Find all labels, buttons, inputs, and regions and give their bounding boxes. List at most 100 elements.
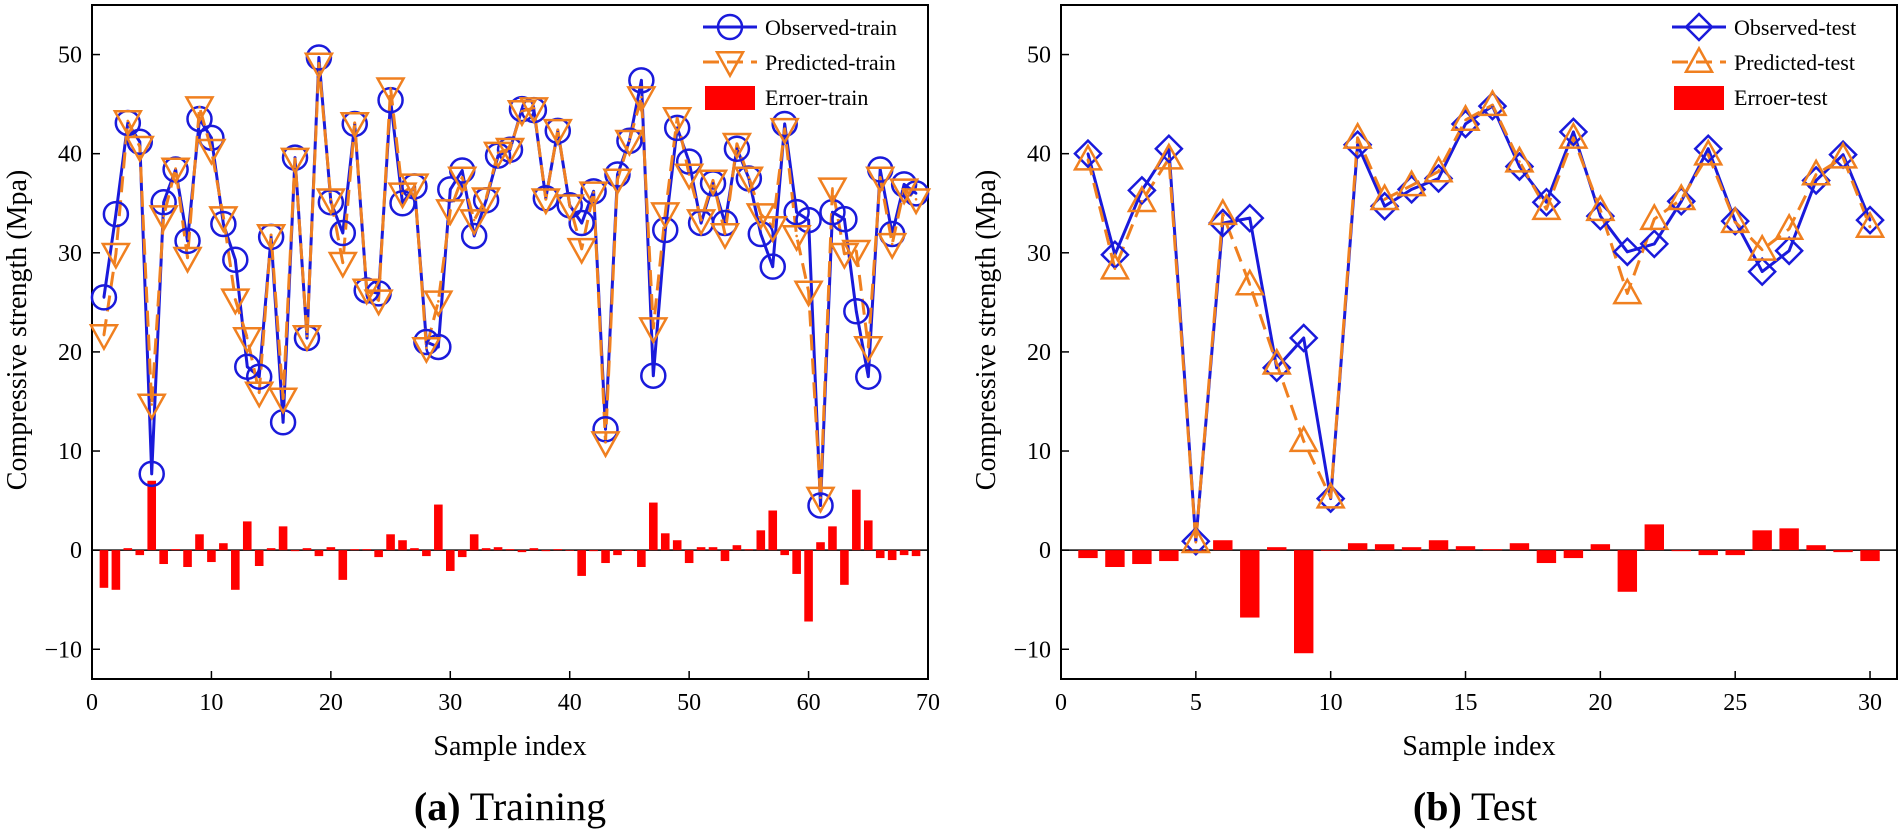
predicted-point (470, 187, 502, 215)
observed-point-center-dot (1086, 152, 1090, 155)
predicted-point (494, 137, 526, 165)
error-bar (1078, 550, 1098, 559)
predicted-point (769, 117, 800, 146)
error-bar (1698, 550, 1718, 556)
predicted-point (1153, 142, 1184, 170)
predicted-point (303, 52, 335, 80)
error-bar (756, 530, 766, 551)
predicted-point-center-dot (556, 128, 560, 132)
predicted-point-center-dot (472, 218, 476, 222)
predicted-point-center-dot (616, 178, 619, 181)
predicted-point-center-dot (663, 211, 667, 215)
error-bar (1401, 547, 1422, 551)
error-bar (111, 550, 121, 590)
y-tick-label: 40 (58, 142, 82, 168)
predicted-point-center-dot (377, 299, 380, 302)
x-tick-label: 20 (319, 690, 343, 716)
predicted-point (1450, 103, 1481, 131)
predicted-point-center-dot (1410, 184, 1413, 187)
observed-point (150, 188, 177, 216)
predicted-point (1666, 183, 1697, 211)
predicted-point (1369, 183, 1400, 211)
predicted-point (184, 96, 215, 124)
predicted-point-center-dot (1113, 267, 1117, 270)
predicted-point-center-dot (1841, 156, 1845, 159)
observed-point (1073, 138, 1103, 169)
error-bar (577, 550, 586, 576)
predicted-point (196, 138, 227, 166)
observed-point-center-dot (1356, 143, 1359, 147)
observed-point-center-dot (1383, 204, 1386, 208)
observed-point (281, 144, 309, 171)
error-bar (434, 504, 443, 551)
predicted-point-center-dot (401, 192, 404, 195)
error-bar (1833, 550, 1853, 553)
error-bar (1347, 543, 1368, 551)
observed-point-center-dot (843, 217, 846, 221)
predicted-point-center-dot (138, 145, 142, 149)
predicted-point (435, 199, 466, 227)
predicted-point-center-dot (747, 176, 751, 179)
observed-point (1477, 91, 1508, 121)
x-tick-label: 60 (797, 690, 821, 716)
predicted-point (1585, 193, 1616, 222)
observed-point-center-dot (1545, 200, 1548, 204)
error-bar (123, 548, 133, 551)
predicted-point-center-dot (341, 261, 345, 265)
observed-point (460, 222, 488, 250)
predicted-point-center-dot (496, 151, 500, 154)
predicted-point (1774, 212, 1805, 241)
error-bar (1779, 528, 1799, 551)
predicted-point (447, 166, 478, 194)
panel-caption: (a) Training (414, 784, 606, 829)
predicted-point (1126, 185, 1158, 213)
legend-marker (716, 13, 744, 41)
predicted-point (1720, 205, 1751, 234)
y-tick-label: 50 (1027, 43, 1051, 69)
predicted-point-center-dot (1706, 153, 1710, 156)
predicted-point-center-dot (269, 233, 273, 237)
predicted-point-center-dot (652, 326, 655, 330)
error-bar (541, 550, 551, 552)
observed-point-center-dot (902, 183, 906, 186)
x-tick-label: 30 (438, 690, 462, 716)
predicted-point-center-dot (783, 127, 786, 131)
predicted-point (542, 118, 573, 147)
legend-label: Predicted-train (765, 50, 896, 75)
panel-a-training: −10 0 10 20 30 40 50 0 10 20 30 40 50 60 70 Sample inde… (2, 4, 940, 829)
observed-point (1612, 237, 1643, 267)
x-tick-label: 15 (1454, 690, 1478, 716)
panel-letter: (b) (1413, 784, 1462, 829)
predicted-point-center-dot (1545, 207, 1548, 211)
observed-point (1558, 117, 1589, 147)
observed-point (102, 200, 130, 228)
predicted-point-center-dot (508, 147, 512, 151)
observed-point-center-dot (532, 108, 536, 112)
error-bar (171, 549, 180, 551)
predicted-point (1423, 155, 1454, 183)
error-bar (816, 542, 825, 551)
error-bar (517, 550, 527, 553)
predicted-point (638, 317, 669, 345)
predicted-point (662, 106, 693, 135)
observed-point (747, 220, 775, 248)
legend-label: Erroer-test (1734, 85, 1828, 110)
predicted-point (1342, 121, 1373, 149)
observed-point-center-dot (783, 122, 786, 126)
observed-point-center-dot (914, 192, 918, 195)
error-bar (422, 550, 431, 557)
x-tick-label: 0 (1055, 690, 1067, 716)
predicted-point-center-dot (257, 391, 261, 394)
predicted-point-center-dot (544, 197, 548, 201)
y-tick-label: 0 (70, 538, 82, 564)
error-bar (1213, 540, 1233, 551)
y-axis-label: Compressive strength (Mpa) (2, 170, 33, 490)
predicted-point-center-dot (1086, 158, 1090, 161)
predicted-point-center-dot (186, 256, 189, 260)
predicted-point (112, 109, 143, 138)
observed-point-center-dot (1410, 188, 1413, 191)
legend-bar-swatch (1674, 86, 1724, 110)
observed-point-center-dot (687, 160, 691, 163)
predicted-point (877, 232, 908, 261)
